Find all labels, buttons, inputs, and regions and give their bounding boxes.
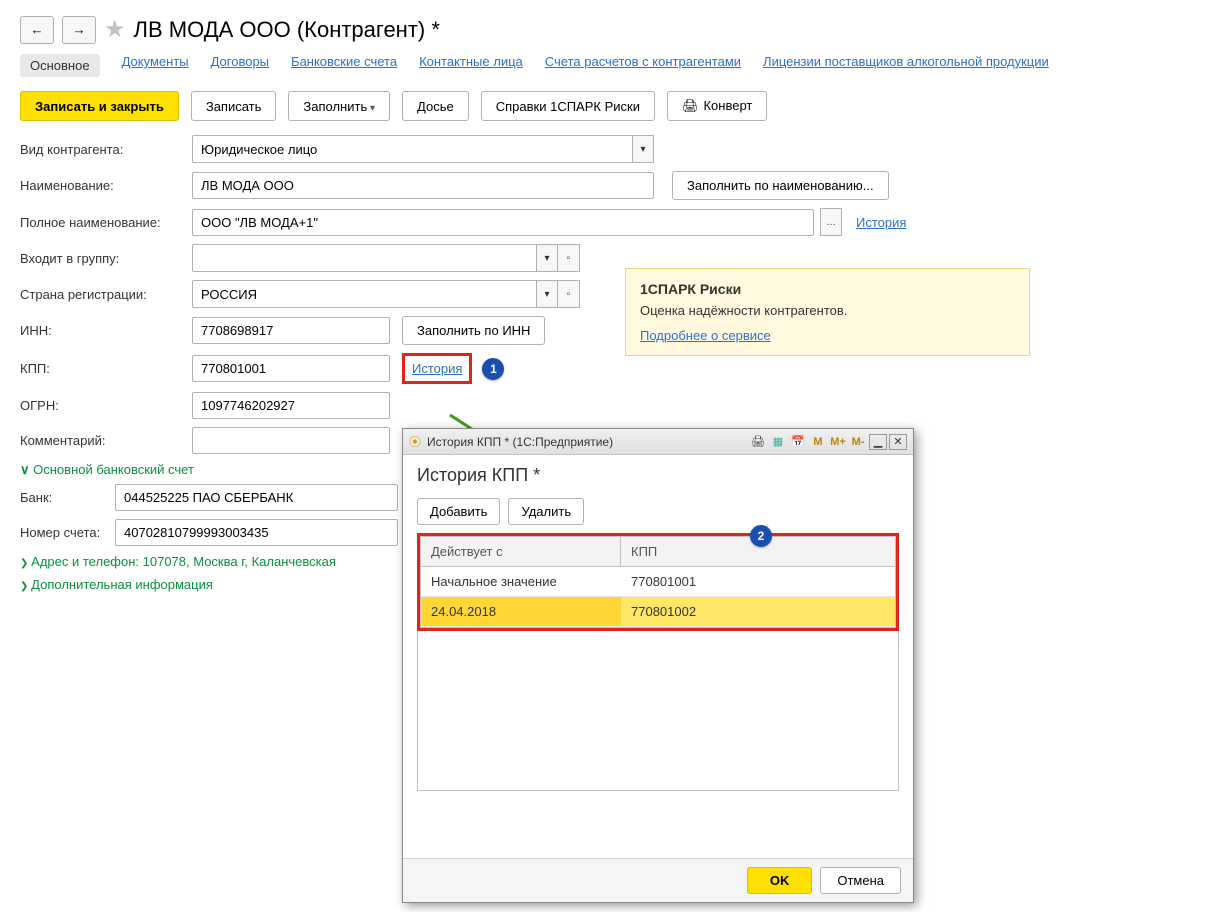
fullname-label: Полное наименование:: [20, 215, 192, 230]
tab-contacts[interactable]: Контактные лица: [419, 54, 523, 77]
spark-button[interactable]: Справки 1СПАРК Риски: [481, 91, 655, 121]
kpp-input[interactable]: [192, 355, 390, 382]
comment-label: Комментарий:: [20, 433, 192, 448]
acct-input[interactable]: [115, 519, 398, 546]
ok-button[interactable]: OK: [747, 867, 813, 894]
callout-1: 1: [482, 358, 504, 380]
popup-heading: История КПП *: [417, 465, 899, 486]
history-popup: ⦿ История КПП * (1С:Предприятие) 🖨 ▦ 📅 M…: [402, 428, 914, 903]
table-row[interactable]: Начальное значение 770801001: [421, 567, 895, 597]
cell-date: 24.04.2018: [421, 597, 621, 626]
tabs: Основное Документы Договоры Банковские с…: [20, 54, 1185, 77]
envelope-button[interactable]: Конверт: [667, 91, 767, 121]
popup-titlebar[interactable]: ⦿ История КПП * (1С:Предприятие) 🖨 ▦ 📅 M…: [403, 429, 913, 455]
tab-bank[interactable]: Банковские счета: [291, 54, 397, 77]
tab-licenses[interactable]: Лицензии поставщиков алкогольной продукц…: [763, 54, 1049, 77]
fill-by-inn-button[interactable]: Заполнить по ИНН: [402, 316, 545, 345]
dossier-button[interactable]: Досье: [402, 91, 469, 121]
forward-button[interactable]: →: [62, 16, 96, 44]
kpp-label: КПП:: [20, 361, 192, 376]
bank-label: Банк:: [20, 490, 115, 505]
country-input[interactable]: [192, 280, 536, 308]
m-minus-button[interactable]: M-: [849, 434, 867, 450]
name-label: Наименование:: [20, 178, 192, 193]
inn-input[interactable]: [192, 317, 390, 344]
table-row[interactable]: 24.04.2018 770801002: [421, 597, 895, 627]
group-open-icon[interactable]: ▫: [558, 244, 580, 272]
tab-main[interactable]: Основное: [20, 54, 100, 77]
popup-window-title: История КПП * (1С:Предприятие): [427, 435, 613, 449]
type-dropdown-icon[interactable]: ▾: [632, 135, 654, 163]
spark-panel-title: 1СПАРК Риски: [640, 281, 1015, 297]
cell-date: Начальное значение: [421, 567, 621, 596]
fullname-history-link[interactable]: История: [856, 215, 906, 230]
fill-button[interactable]: Заполнить: [288, 91, 390, 121]
group-input[interactable]: [192, 244, 536, 272]
fill-by-name-button[interactable]: Заполнить по наименованию...: [672, 171, 889, 200]
group-dropdown-icon[interactable]: ▾: [536, 244, 558, 272]
comment-input[interactable]: [192, 427, 390, 454]
fullname-more-icon[interactable]: …: [820, 208, 842, 236]
fullname-input[interactable]: [192, 209, 814, 236]
toolbar: Записать и закрыть Записать Заполнить До…: [20, 91, 1185, 121]
delete-button[interactable]: Удалить: [508, 498, 584, 525]
type-label: Вид контрагента:: [20, 142, 192, 157]
save-button[interactable]: Записать: [191, 91, 277, 121]
calc-icon[interactable]: ▦: [769, 434, 787, 450]
inn-label: ИНН:: [20, 323, 192, 338]
tab-contracts[interactable]: Договоры: [211, 54, 269, 77]
tab-accounts[interactable]: Счета расчетов с контрагентами: [545, 54, 741, 77]
back-button[interactable]: ←: [20, 16, 54, 44]
acct-label: Номер счета:: [20, 525, 115, 540]
country-open-icon[interactable]: ▫: [558, 280, 580, 308]
cell-kpp: 770801002: [621, 597, 895, 626]
type-input[interactable]: [192, 135, 632, 163]
spark-panel: 1СПАРК Риски Оценка надёжности контраген…: [625, 268, 1030, 356]
spark-panel-desc: Оценка надёжности контрагентов.: [640, 303, 1015, 318]
spark-panel-link[interactable]: Подробнее о сервисе: [640, 328, 771, 343]
name-input[interactable]: [192, 172, 654, 199]
country-dropdown-icon[interactable]: ▾: [536, 280, 558, 308]
minimize-icon[interactable]: ▁: [869, 434, 887, 450]
cell-kpp: 770801001: [621, 567, 895, 596]
country-label: Страна регистрации:: [20, 287, 192, 302]
group-label: Входит в группу:: [20, 251, 192, 266]
star-icon[interactable]: ★: [104, 15, 126, 44]
tab-docs[interactable]: Документы: [122, 54, 189, 77]
bank-input[interactable]: [115, 484, 398, 511]
ogrn-input[interactable]: [192, 392, 390, 419]
print-icon[interactable]: 🖨: [749, 434, 767, 450]
close-icon[interactable]: ✕: [889, 434, 907, 450]
app-1c-icon: ⦿: [409, 433, 421, 450]
callout-2: 2: [750, 525, 772, 547]
kpp-history-link[interactable]: История: [406, 357, 468, 380]
save-close-button[interactable]: Записать и закрыть: [20, 91, 179, 121]
m-button[interactable]: M: [809, 434, 827, 450]
cancel-button[interactable]: Отмена: [820, 867, 901, 894]
calendar-icon[interactable]: 📅: [789, 434, 807, 450]
page-title: ЛВ МОДА ООО (Контрагент) *: [134, 17, 440, 43]
ogrn-label: ОГРН:: [20, 398, 192, 413]
m-plus-button[interactable]: M+: [829, 434, 847, 450]
add-button[interactable]: Добавить: [417, 498, 500, 525]
col-header-date[interactable]: Действует с: [421, 537, 621, 566]
